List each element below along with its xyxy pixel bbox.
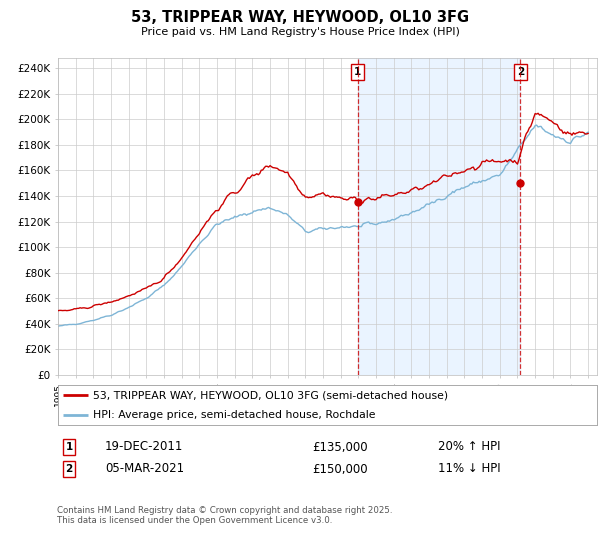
Text: 2: 2 — [65, 464, 73, 474]
Text: Contains HM Land Registry data © Crown copyright and database right 2025.
This d: Contains HM Land Registry data © Crown c… — [57, 506, 392, 525]
Text: £150,000: £150,000 — [312, 463, 368, 475]
Text: 11% ↓ HPI: 11% ↓ HPI — [438, 463, 500, 475]
Text: 19-DEC-2011: 19-DEC-2011 — [105, 441, 184, 454]
Text: Price paid vs. HM Land Registry's House Price Index (HPI): Price paid vs. HM Land Registry's House … — [140, 27, 460, 37]
Text: 53, TRIPPEAR WAY, HEYWOOD, OL10 3FG (semi-detached house): 53, TRIPPEAR WAY, HEYWOOD, OL10 3FG (sem… — [93, 390, 448, 400]
Text: 20% ↑ HPI: 20% ↑ HPI — [438, 441, 500, 454]
Text: 2: 2 — [517, 67, 524, 77]
Text: 05-MAR-2021: 05-MAR-2021 — [105, 463, 184, 475]
Text: HPI: Average price, semi-detached house, Rochdale: HPI: Average price, semi-detached house,… — [93, 409, 376, 419]
Bar — [358, 58, 520, 375]
Text: 1: 1 — [354, 67, 361, 77]
Text: 53, TRIPPEAR WAY, HEYWOOD, OL10 3FG: 53, TRIPPEAR WAY, HEYWOOD, OL10 3FG — [131, 10, 469, 25]
Text: 1: 1 — [65, 442, 73, 452]
Text: £135,000: £135,000 — [312, 441, 368, 454]
